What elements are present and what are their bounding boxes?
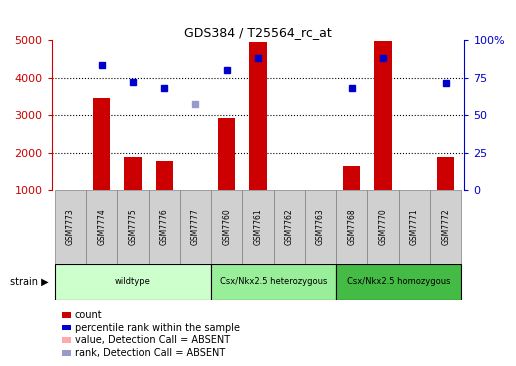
Text: GSM7761: GSM7761 [253, 209, 263, 245]
Text: percentile rank within the sample: percentile rank within the sample [75, 322, 240, 333]
Bar [336, 190, 367, 264]
Bar [273, 190, 305, 264]
Bar [399, 190, 430, 264]
Bar [243, 190, 273, 264]
Text: GSM7773: GSM7773 [66, 209, 75, 245]
Bar [55, 264, 211, 300]
Text: GSM7772: GSM7772 [441, 209, 450, 245]
Text: rank, Detection Call = ABSENT: rank, Detection Call = ABSENT [75, 348, 225, 358]
Text: wildtype: wildtype [115, 277, 151, 286]
Bar [343, 165, 360, 190]
Text: GSM7771: GSM7771 [410, 209, 419, 245]
Text: Csx/Nkx2.5 heterozygous: Csx/Nkx2.5 heterozygous [220, 277, 327, 286]
Bar [336, 264, 461, 300]
Bar [437, 157, 454, 190]
Text: GSM7775: GSM7775 [128, 209, 137, 245]
Text: GSM7770: GSM7770 [379, 209, 388, 245]
Bar [180, 190, 211, 264]
Text: GSM7776: GSM7776 [159, 209, 169, 245]
Bar [117, 190, 149, 264]
Bar [93, 98, 110, 190]
Text: GSM7768: GSM7768 [347, 209, 357, 245]
Bar [124, 157, 141, 190]
Bar [367, 190, 399, 264]
Bar [149, 190, 180, 264]
Bar [305, 190, 336, 264]
Text: Csx/Nkx2.5 homozygous: Csx/Nkx2.5 homozygous [347, 277, 450, 286]
Bar [211, 264, 336, 300]
Bar [187, 190, 204, 224]
Bar [86, 190, 117, 264]
Text: GSM7774: GSM7774 [97, 209, 106, 245]
Text: strain ▶: strain ▶ [10, 277, 49, 287]
Text: GSM7762: GSM7762 [285, 209, 294, 245]
Text: value, Detection Call = ABSENT: value, Detection Call = ABSENT [75, 335, 230, 346]
Bar [218, 118, 235, 190]
Text: GSM7777: GSM7777 [191, 209, 200, 245]
Bar [375, 41, 392, 190]
Title: GDS384 / T25564_rc_at: GDS384 / T25564_rc_at [184, 26, 332, 39]
Text: GSM7763: GSM7763 [316, 209, 325, 245]
Bar [55, 190, 86, 264]
Bar [430, 190, 461, 264]
Bar [249, 42, 267, 190]
Text: GSM7760: GSM7760 [222, 209, 231, 245]
Bar [211, 190, 243, 264]
Text: count: count [75, 310, 103, 320]
Bar [156, 161, 173, 190]
